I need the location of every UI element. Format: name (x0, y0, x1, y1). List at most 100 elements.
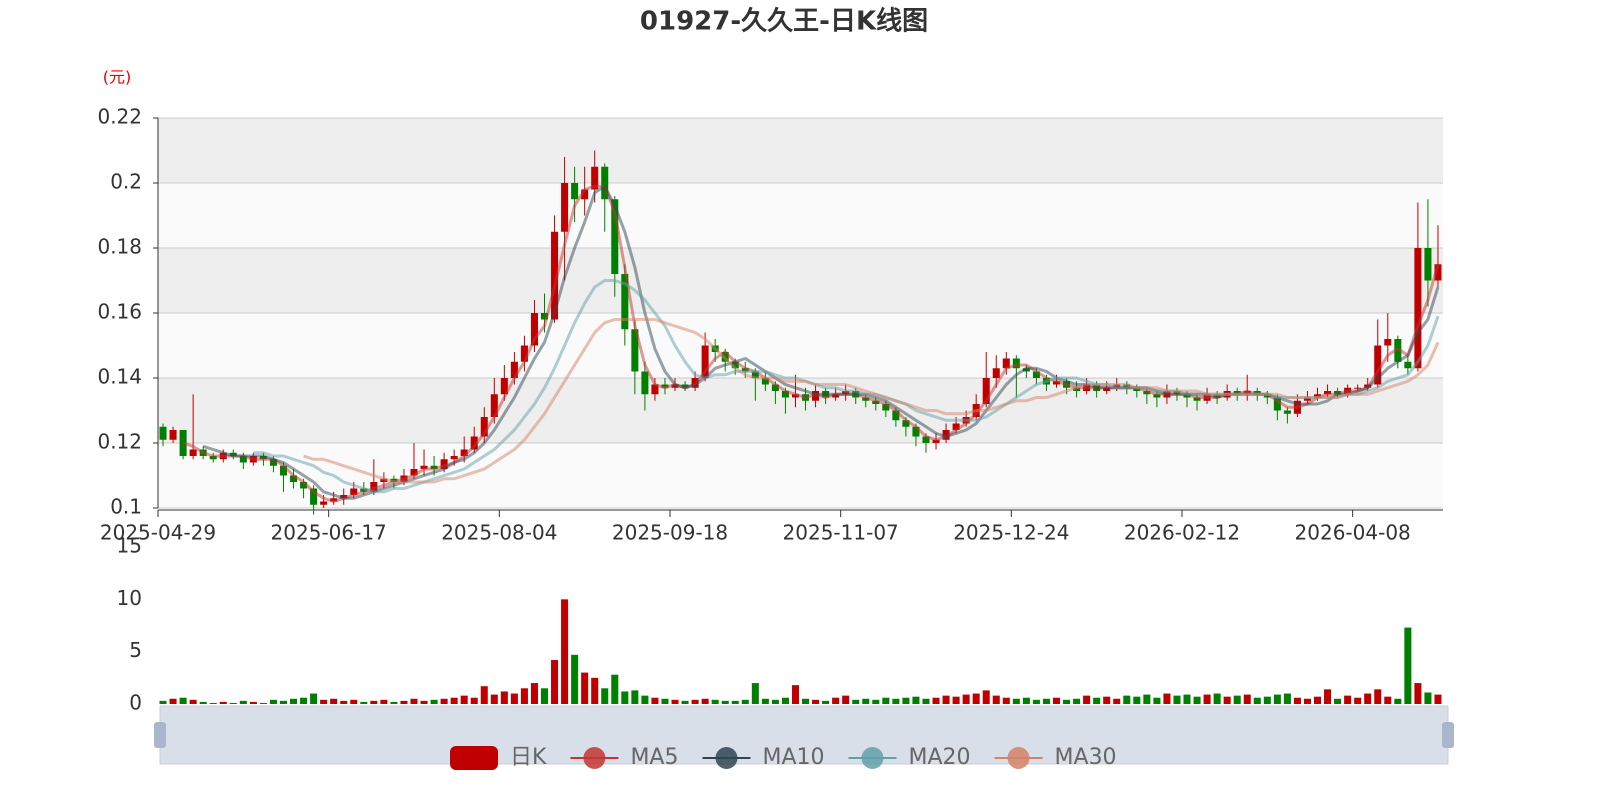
candle-body (731, 361, 739, 369)
volume-bar (229, 702, 237, 704)
candle-body (862, 397, 870, 401)
y-tick-label: 0.16 (97, 300, 142, 324)
y-tick-label: 0.1 (110, 495, 142, 519)
legend-swatch (583, 747, 606, 769)
volume-bar (1404, 627, 1412, 704)
volume-bar (530, 683, 538, 704)
volume-bar (209, 702, 217, 704)
split-area (158, 248, 1443, 313)
volume-bar (279, 700, 288, 704)
candle-body (179, 430, 187, 456)
candle-body (701, 345, 709, 378)
volume-bar (1283, 693, 1291, 704)
volume-bar (581, 672, 589, 704)
volume-bar (1042, 698, 1050, 704)
legend-label: 日K (510, 745, 547, 770)
volume-bar (310, 693, 318, 704)
volume-bar (802, 698, 810, 704)
candle-body (420, 465, 428, 469)
slider-handle[interactable] (1442, 722, 1454, 748)
volume-bar (972, 693, 980, 704)
split-area (158, 313, 1443, 378)
volume-bar (551, 660, 559, 704)
candle-body (1324, 391, 1332, 395)
y-tick-label: 10 (117, 586, 142, 610)
volume-bar (1183, 694, 1191, 704)
volume-bar (249, 701, 257, 704)
candle-body (761, 378, 769, 385)
candle-body (310, 488, 318, 505)
candle-body (159, 426, 167, 440)
volume-bar (822, 700, 830, 704)
volume-bar (1073, 698, 1081, 704)
volume-bar (701, 698, 709, 704)
candle-body (1032, 371, 1040, 378)
volume-bar (1012, 698, 1020, 704)
legend-label: MA30 (1055, 745, 1117, 770)
candle-body (1173, 391, 1181, 395)
candle-body (1143, 391, 1151, 395)
candle-body (1334, 391, 1342, 395)
candle-body (1193, 397, 1201, 401)
split-area (158, 183, 1443, 248)
volume-bar (591, 677, 599, 704)
candle-body (982, 378, 990, 404)
candle-body (269, 459, 277, 466)
candle-body (882, 404, 890, 411)
volume-bar (520, 688, 528, 704)
candle-body (1303, 397, 1311, 401)
volume-bar (1063, 699, 1071, 704)
volume-bar (1374, 689, 1382, 704)
candle-body (440, 459, 448, 469)
volume-bar (440, 698, 448, 704)
split-area (158, 378, 1443, 443)
volume-bar (239, 700, 247, 704)
volume-bar (992, 695, 1000, 704)
y-tick-label: 0.18 (97, 235, 142, 259)
volume-bar (320, 699, 328, 704)
candle-body (209, 456, 217, 460)
candle-body (1374, 345, 1382, 385)
volume-bar (1243, 694, 1251, 704)
data-zoom-slider[interactable] (154, 705, 1454, 765)
volume-bar (1263, 696, 1271, 704)
ma-line (303, 318, 1440, 484)
volume-bar (1113, 698, 1121, 704)
volume-bar (460, 695, 468, 704)
candle-body (591, 166, 599, 190)
volume-bar (812, 699, 820, 704)
volume-bar (1354, 697, 1362, 704)
slider-track[interactable] (159, 705, 1449, 765)
volume-bar (1394, 698, 1402, 704)
volume-bar (420, 700, 428, 704)
volume-bar (470, 697, 478, 704)
volume-bar (932, 697, 940, 704)
candle-body (490, 394, 498, 417)
slider-handle[interactable] (154, 722, 166, 748)
candle-body (601, 166, 609, 200)
candle-body (1052, 381, 1061, 385)
volume-bar (540, 688, 549, 704)
volume-bar (1052, 697, 1061, 704)
volume-bar (1022, 697, 1030, 704)
candle-body (390, 478, 398, 482)
legend: 日K MA5 MA10 MA20 MA30 (450, 745, 1117, 770)
y-tick-label: 0.14 (97, 365, 142, 389)
volume-bar (1163, 693, 1171, 704)
x-tick-label: 2025-08-04 (441, 521, 557, 545)
volume-bar (681, 700, 689, 704)
volume-bar (199, 701, 207, 704)
volume-bar (410, 698, 418, 704)
legend-label: MA5 (630, 745, 678, 770)
volume-bar (1344, 695, 1352, 704)
volume-bar (500, 691, 508, 704)
volume-bar (922, 698, 930, 704)
x-tick-label: 2025-12-24 (953, 521, 1069, 545)
volume-bar (671, 699, 679, 704)
volume-bar (269, 699, 277, 704)
volume-bar (631, 690, 639, 704)
volume-bar (1434, 694, 1442, 704)
split-area (158, 118, 1443, 183)
legend-swatch (450, 746, 498, 770)
